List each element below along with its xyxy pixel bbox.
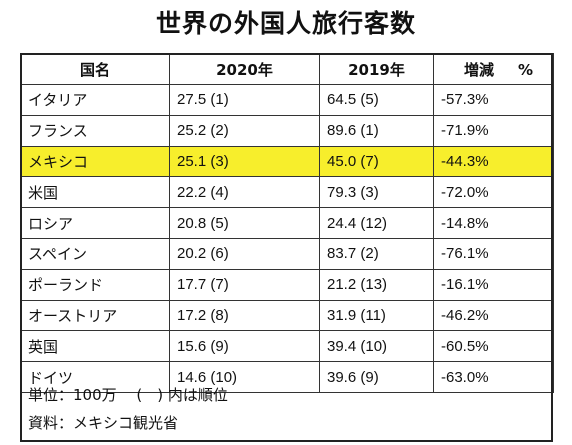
country-cell: ドイツ — [20, 361, 170, 393]
change-cell: -63.0% — [433, 361, 554, 393]
value-2020-cell: 25.1 (3) — [169, 145, 320, 178]
value-2020-cell: 17.2 (8) — [169, 299, 320, 332]
change-cell: -60.5% — [433, 330, 554, 363]
value-2019-cell: 83.7 (2) — [319, 237, 434, 270]
country-cell: 英国 — [20, 330, 170, 363]
value-2019-cell: 89.6 (1) — [319, 114, 434, 147]
tourist-table: 国名 2020年 2019年 増減% イタリア 27.5 (1) 64.5 (5… — [20, 53, 554, 393]
table-row: ロシア 20.8 (5) 24.4 (12) -14.8% — [20, 207, 554, 239]
value-2020-cell: 17.7 (7) — [169, 268, 320, 301]
table-row: スペイン 20.2 (6) 83.7 (2) -76.1% — [20, 237, 554, 270]
table-row: イタリア 27.5 (1) 64.5 (5) -57.3% — [20, 84, 554, 116]
country-cell: 米国 — [20, 176, 170, 209]
change-cell: -57.3% — [433, 84, 554, 116]
value-2019-cell: 45.0 (7) — [319, 145, 434, 178]
value-2019-cell: 24.4 (12) — [319, 207, 434, 239]
table-row: ポーランド 17.7 (7) 21.2 (13) -16.1% — [20, 268, 554, 301]
value-2019-cell: 31.9 (11) — [319, 299, 434, 332]
change-cell: -71.9% — [433, 114, 554, 147]
header-row: 国名 2020年 2019年 増減% — [20, 53, 554, 85]
source-note: 資料：メキシコ観光省 — [28, 414, 179, 432]
table-frame — [20, 53, 553, 442]
value-2020-cell: 14.6 (10) — [169, 361, 320, 393]
value-2019-cell: 39.6 (9) — [319, 361, 434, 393]
value-2020-cell: 25.2 (2) — [169, 114, 320, 147]
table-row: 米国 22.2 (4) 79.3 (3) -72.0% — [20, 176, 554, 209]
value-2019-cell: 64.5 (5) — [319, 84, 434, 116]
value-2019-cell: 21.2 (13) — [319, 268, 434, 301]
country-cell: イタリア — [20, 84, 170, 116]
table-row: 英国 15.6 (9) 39.4 (10) -60.5% — [20, 330, 554, 363]
value-2020-cell: 15.6 (9) — [169, 330, 320, 363]
unit-note: 単位：100万 ( ) 内は順位 — [28, 386, 228, 404]
value-2020-cell: 22.2 (4) — [169, 176, 320, 209]
page-title: 世界の外国人旅行客数 — [155, 9, 416, 38]
change-cell: -72.0% — [433, 176, 554, 209]
header-change-unit: % — [518, 60, 534, 79]
country-cell: オーストリア — [20, 299, 170, 332]
change-cell: -16.1% — [433, 268, 554, 301]
table-row-highlighted: メキシコ 25.1 (3) 45.0 (7) -44.3% — [20, 145, 554, 178]
table-row: ドイツ 14.6 (10) 39.6 (9) -63.0% — [20, 361, 554, 393]
header-change-label: 増減 — [464, 60, 495, 79]
country-cell: メキシコ — [20, 145, 170, 178]
header-country: 国名 — [20, 53, 170, 85]
value-2020-cell: 27.5 (1) — [169, 84, 320, 116]
country-cell: ポーランド — [20, 268, 170, 301]
